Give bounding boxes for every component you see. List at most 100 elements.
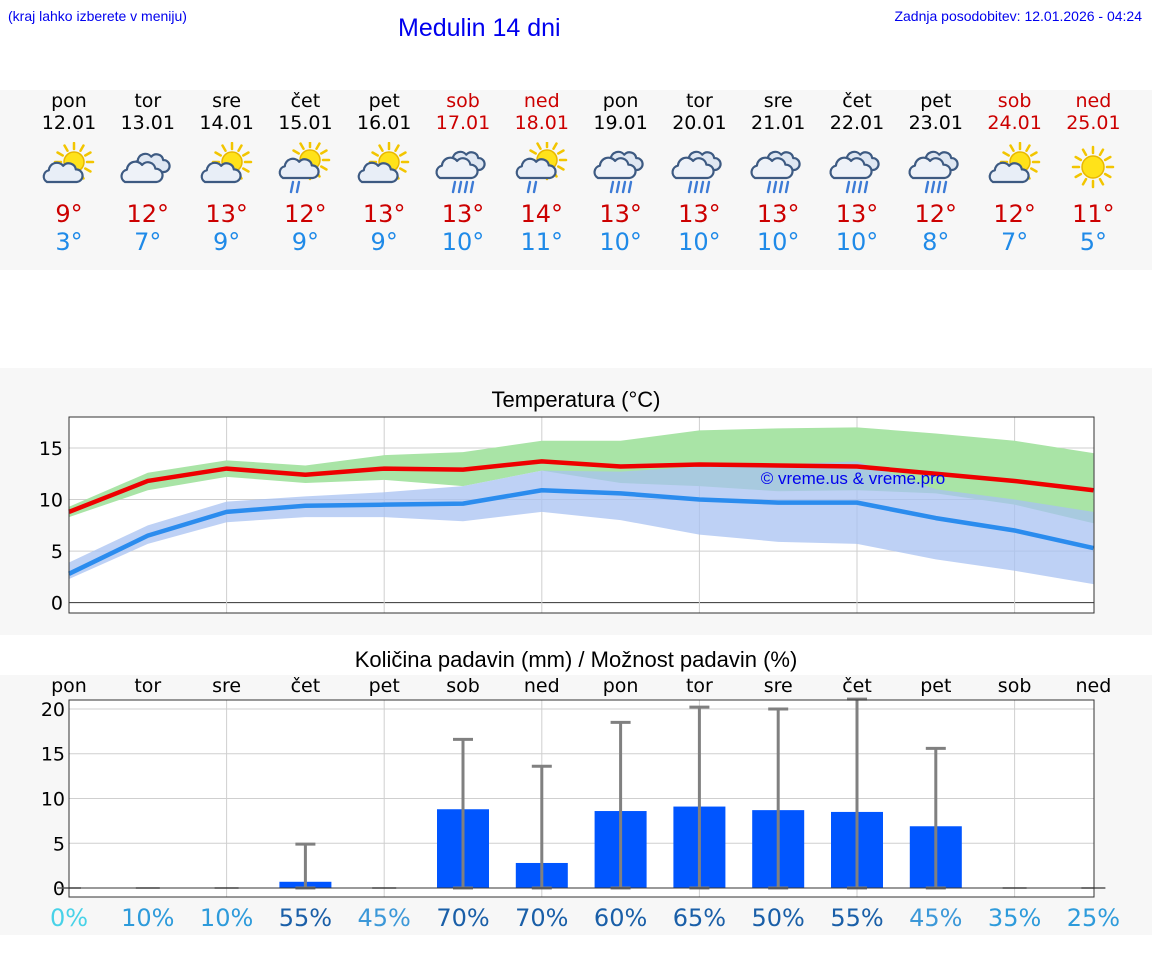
precipitation-day-label: pet	[368, 675, 400, 697]
cloudy-icon	[120, 152, 171, 184]
y-tick-label: 5	[53, 833, 65, 855]
precipitation-day-label: ned	[1075, 675, 1112, 697]
cloud-rain-icon	[671, 150, 723, 194]
day-name: čet	[290, 90, 321, 112]
precipitation-day-label: pet	[920, 675, 952, 697]
day-column: tor 20.01 13° 10°	[660, 90, 739, 256]
max-temperature: 13°	[756, 200, 800, 228]
y-tick-label: 10	[39, 490, 63, 512]
day-column: pet 16.01 13° 9°	[345, 90, 424, 256]
day-column: sob 24.01 12° 7°	[975, 90, 1054, 256]
y-tick-label: 15	[41, 744, 65, 766]
precipitation-chance: 10%	[121, 904, 175, 932]
day-column: čet 15.01 12° 9°	[266, 90, 345, 256]
precipitation-chance: 50%	[751, 904, 805, 932]
day-name: pet	[368, 90, 400, 112]
min-temperature: 10°	[756, 228, 800, 256]
y-tick-label: 0	[53, 878, 65, 900]
precipitation-day-label: sre	[763, 675, 793, 697]
min-temperature: 10°	[835, 228, 879, 256]
day-column: pet 23.01 12° 8°	[896, 90, 975, 256]
precipitation-day-label: tor	[134, 675, 162, 697]
precipitation-chance: 35%	[987, 904, 1042, 932]
page-title: Medulin 14 dni	[398, 14, 561, 42]
day-date: 21.01	[750, 112, 806, 134]
precipitation-day-label: čet	[842, 675, 872, 697]
max-temperature: 12°	[284, 200, 327, 228]
day-name: sob	[446, 90, 480, 112]
day-column: sob 17.01 13° 10°	[424, 90, 503, 256]
partly-cloudy-icon	[200, 142, 252, 184]
cloud-rain-icon	[908, 150, 959, 194]
precipitation-day-label: sre	[212, 675, 242, 697]
precipitation-day-label: sob	[997, 675, 1032, 697]
precipitation-chance: 10%	[199, 904, 254, 932]
precipitation-chance: 25%	[1066, 904, 1121, 932]
day-date: 24.01	[987, 112, 1042, 134]
day-name: ned	[1075, 90, 1112, 112]
day-column: ned 18.01 14° 11°	[502, 90, 581, 256]
precipitation-chance: 60%	[593, 904, 648, 932]
plot-frame	[68, 699, 1095, 898]
day-name: pon	[602, 90, 639, 112]
max-temperature: 13°	[362, 200, 406, 228]
day-column: tor 13.01 12° 7°	[108, 90, 187, 256]
min-temperature: 11°	[520, 228, 564, 256]
day-date: 14.01	[199, 112, 254, 134]
cloud-rain-icon	[593, 150, 644, 194]
max-temperature: 13°	[599, 200, 642, 228]
sun-cloud-rain-icon	[515, 142, 568, 194]
y-tick-label: 0	[51, 593, 63, 615]
watermark-text: © vreme.us & vreme.pro	[761, 469, 945, 488]
day-name: sre	[763, 90, 793, 112]
precipitation-chance: 65%	[672, 904, 727, 932]
day-name: sob	[997, 90, 1032, 112]
day-date: 20.01	[672, 112, 727, 134]
sun-icon	[1072, 145, 1115, 189]
max-temperature: 12°	[993, 200, 1036, 228]
min-temperature: 7°	[1000, 228, 1029, 256]
day-date: 22.01	[829, 112, 885, 134]
day-date: 23.01	[908, 112, 963, 134]
location-menu-hint[interactable]: (kraj lahko izberete v meniju)	[8, 8, 187, 24]
y-tick-label: 20	[41, 699, 65, 721]
precipitation-chance: 70%	[436, 904, 490, 932]
precipitation-day-label: sob	[446, 675, 480, 697]
max-temperature-line	[68, 459, 1094, 514]
forecast-strip	[0, 90, 1152, 270]
precipitation-day-label: čet	[290, 675, 321, 697]
day-column: sre 21.01 13° 10°	[739, 90, 818, 256]
min-temperature: 3°	[55, 228, 83, 256]
max-temperature: 11°	[1072, 200, 1115, 228]
partly-cloudy-icon	[357, 142, 410, 184]
day-column: pon 12.01 9° 3°	[30, 90, 109, 256]
min-temperature: 9°	[212, 228, 241, 256]
precipitation-day-label: pon	[51, 675, 87, 697]
day-column: pon 19.01 13° 10°	[581, 90, 660, 256]
cloud-rain-icon	[829, 150, 880, 194]
y-tick-label: 10	[41, 789, 65, 811]
day-name: pon	[51, 90, 87, 112]
y-tick-label: 5	[51, 541, 63, 563]
min-temperature: 10°	[441, 228, 485, 256]
precipitation-chart: 0 5 10 15 20	[41, 697, 1106, 900]
day-date: 13.01	[120, 112, 175, 134]
day-date: 25.01	[1066, 112, 1121, 134]
day-column: sre 14.01 13° 9°	[187, 90, 266, 256]
min-temperature: 9°	[370, 228, 398, 256]
day-name: pet	[920, 90, 952, 112]
day-date: 18.01	[514, 112, 569, 134]
temperature-chart-title: Temperatura (°C)	[491, 387, 661, 412]
cloud-rain-icon	[750, 150, 801, 194]
min-temperature: 9°	[291, 228, 320, 256]
precipitation-chart-title: Količina padavin (mm) / Možnost padavin …	[354, 647, 798, 672]
max-temperature: 12°	[126, 200, 170, 228]
precipitation-chance: 55%	[278, 904, 333, 932]
day-name: tor	[134, 90, 162, 112]
min-temperature-line	[68, 487, 1094, 576]
min-temperature: 10°	[599, 228, 642, 256]
precipitation-chance: 0%	[49, 904, 89, 932]
day-date: 19.01	[593, 112, 648, 134]
day-name: ned	[523, 90, 560, 112]
day-column: čet 22.01 13° 10°	[818, 90, 897, 256]
